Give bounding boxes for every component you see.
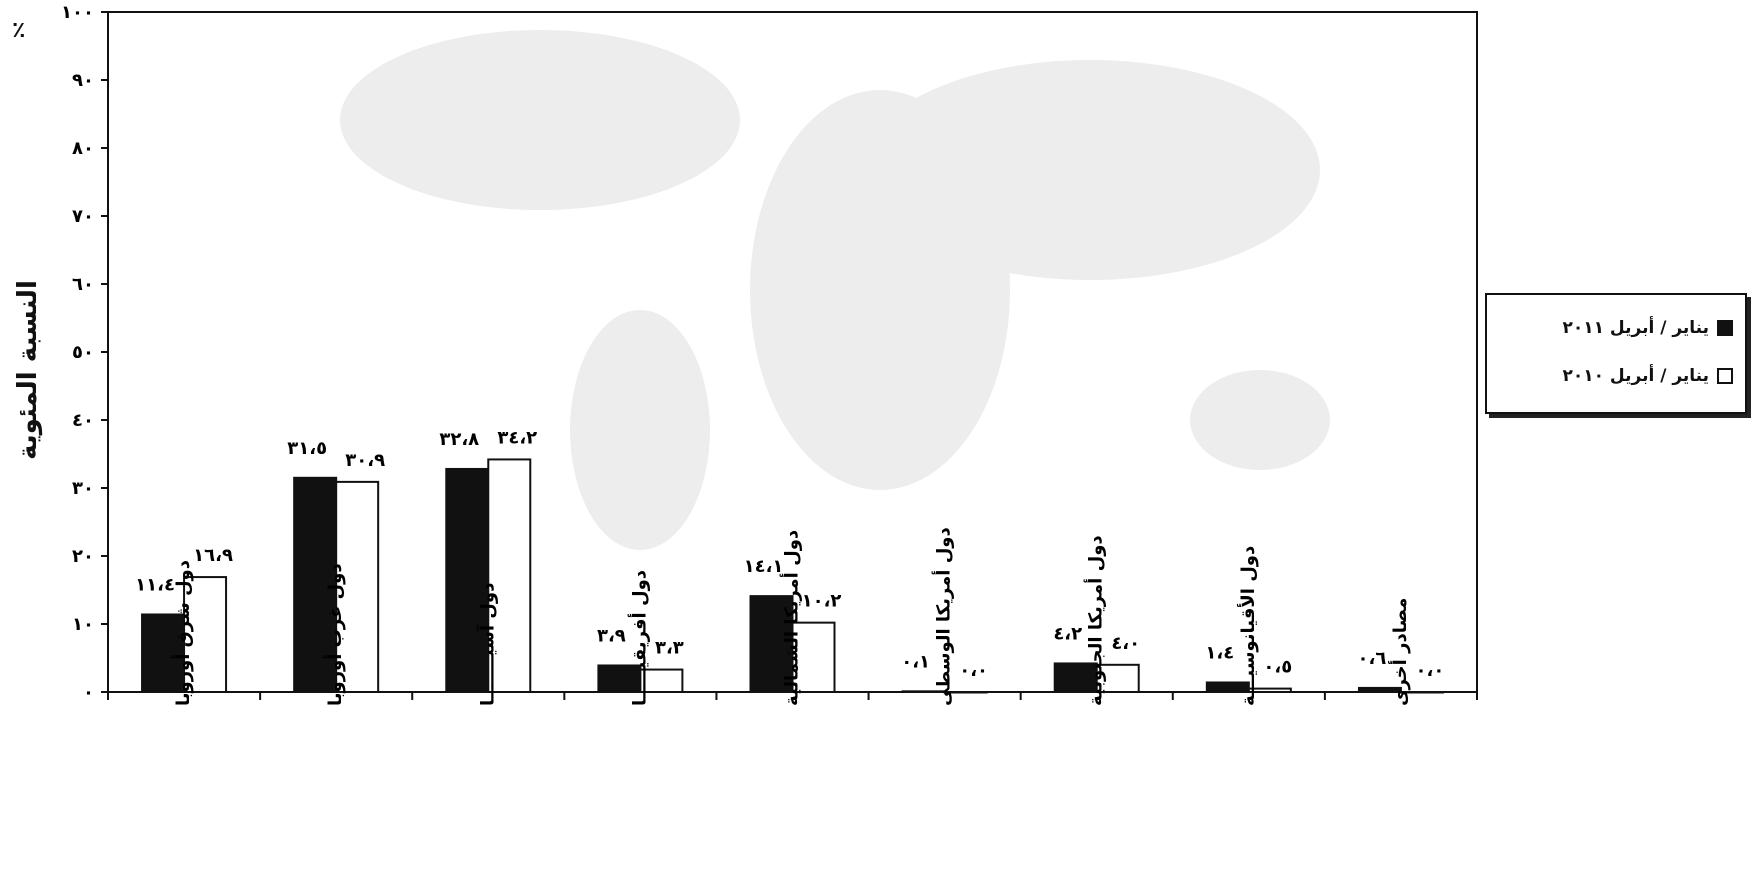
- data-label: ٣٤،٢: [497, 427, 537, 448]
- y-tick-label: ٠: [83, 682, 94, 703]
- bar-2010: [1247, 687, 1292, 693]
- map-blob: [860, 60, 1320, 280]
- data-label: ٠،١: [901, 651, 930, 672]
- bar-2010: [487, 458, 532, 693]
- bars: [141, 458, 1444, 694]
- bar-2010: [1399, 691, 1444, 694]
- legend-label-2011: يناير / أبريل ٢٠١١: [1562, 318, 1710, 338]
- bar-2010: [335, 480, 380, 693]
- y-axis: ٠ ١٠ ٢٠ ٣٠ ٤٠ ٥٠ ٦٠ ٧٠ ٨٠ ٩٠ ١٠٠: [61, 2, 108, 703]
- legend-swatch-2011: [1717, 320, 1733, 336]
- bar-2010: [791, 621, 836, 694]
- y-tick-label: ١٠: [72, 614, 94, 635]
- map-blob: [340, 30, 740, 210]
- bar-2011: [597, 664, 642, 693]
- category-label: دول أمريكا الشمالية: [780, 530, 803, 706]
- bar-2011: [749, 595, 794, 693]
- map-blob: [570, 310, 710, 550]
- data-labels: ١١،٤ ١٦،٩ ٣١،٥ ٣٠،٩ ٣٢،٨ ٣٤،٢ ٣،٩ ٣،٣ ١٤،١ ١٠،٢ ٠،…: [135, 427, 1444, 681]
- y-tick-label: ٩٠: [72, 70, 94, 91]
- category-label: دول أفريقيـــــا: [627, 570, 650, 706]
- data-label: ٣٢،٨: [439, 429, 479, 450]
- y-tick-label: ٤٠: [72, 410, 94, 431]
- bar-2011: [1357, 686, 1402, 693]
- legend: يناير / أبريل ٢٠١١ يناير / أبريل ٢٠١٠: [1485, 293, 1747, 414]
- data-label: ٣،٣: [655, 638, 684, 659]
- map-blob: [1190, 370, 1330, 470]
- data-label: ٤،٠: [1111, 633, 1140, 654]
- category-label: دول آسيـــــــا: [475, 583, 498, 706]
- data-label: ٠،٦: [1358, 648, 1387, 669]
- y-tick-label: ٦٠: [72, 274, 94, 295]
- category-label: دول أمريكا الوسطى: [932, 527, 955, 706]
- y-unit-label: ٪: [12, 18, 26, 43]
- y-tick-label: ٨٠: [72, 138, 94, 159]
- data-label: ١٤،١: [744, 556, 784, 577]
- category-labels: دول شرق أوروبا دول غرب أوروبا دول آسيـــــ…: [171, 527, 1411, 706]
- legend-swatch-2010: [1717, 368, 1733, 384]
- bar-2011: [1053, 662, 1098, 694]
- category-label: دول الأقيانوسيـــة: [1237, 546, 1259, 706]
- data-label: ٣١،٥: [287, 438, 327, 459]
- category-label: دول غرب أوروبا: [323, 563, 346, 706]
- category-label: مصادر أخرى: [1388, 598, 1411, 706]
- legend-item-2010: يناير / أبريل ٢٠١٠: [1562, 361, 1733, 391]
- bar-2010: [639, 668, 684, 693]
- y-tick-label: ٢٠: [72, 546, 94, 567]
- bar-2011: [1205, 681, 1250, 693]
- bar-2010: [183, 576, 228, 694]
- data-label: ٣٠،٩: [345, 450, 385, 471]
- data-label: ٣،٩: [597, 625, 626, 646]
- data-label: ١١،٤: [135, 574, 175, 595]
- legend-label-2010: يناير / أبريل ٢٠١٠: [1562, 366, 1710, 386]
- bar-2010: [943, 691, 988, 694]
- bar-2010: [1095, 663, 1140, 693]
- data-label: ١،٤: [1205, 642, 1234, 663]
- bar-2011: [445, 467, 490, 693]
- data-label: ٠،٠: [959, 660, 988, 681]
- data-label: ١٦،٩: [193, 545, 233, 566]
- data-label: ٠،٠: [1416, 660, 1445, 681]
- category-label: دول أمريكا الجنوبية: [1084, 535, 1107, 706]
- x-axis: [107, 692, 1478, 700]
- bar-2011: [141, 613, 186, 693]
- data-label: ١٠،٢: [802, 591, 842, 612]
- y-tick-label: ٧٠: [72, 206, 94, 227]
- y-tick-label: ٥٠: [72, 342, 94, 363]
- world-map-background: [340, 30, 1330, 550]
- category-label: دول شرق أوروبا: [171, 560, 194, 706]
- data-label: ٤،٢: [1053, 623, 1082, 644]
- y-tick-label: ٣٠: [72, 478, 94, 499]
- data-label: ٠،٥: [1263, 657, 1292, 678]
- y-tick-label: ١٠٠: [61, 2, 94, 23]
- legend-item-2011: يناير / أبريل ٢٠١١: [1562, 313, 1733, 343]
- bar-2011: [293, 476, 338, 693]
